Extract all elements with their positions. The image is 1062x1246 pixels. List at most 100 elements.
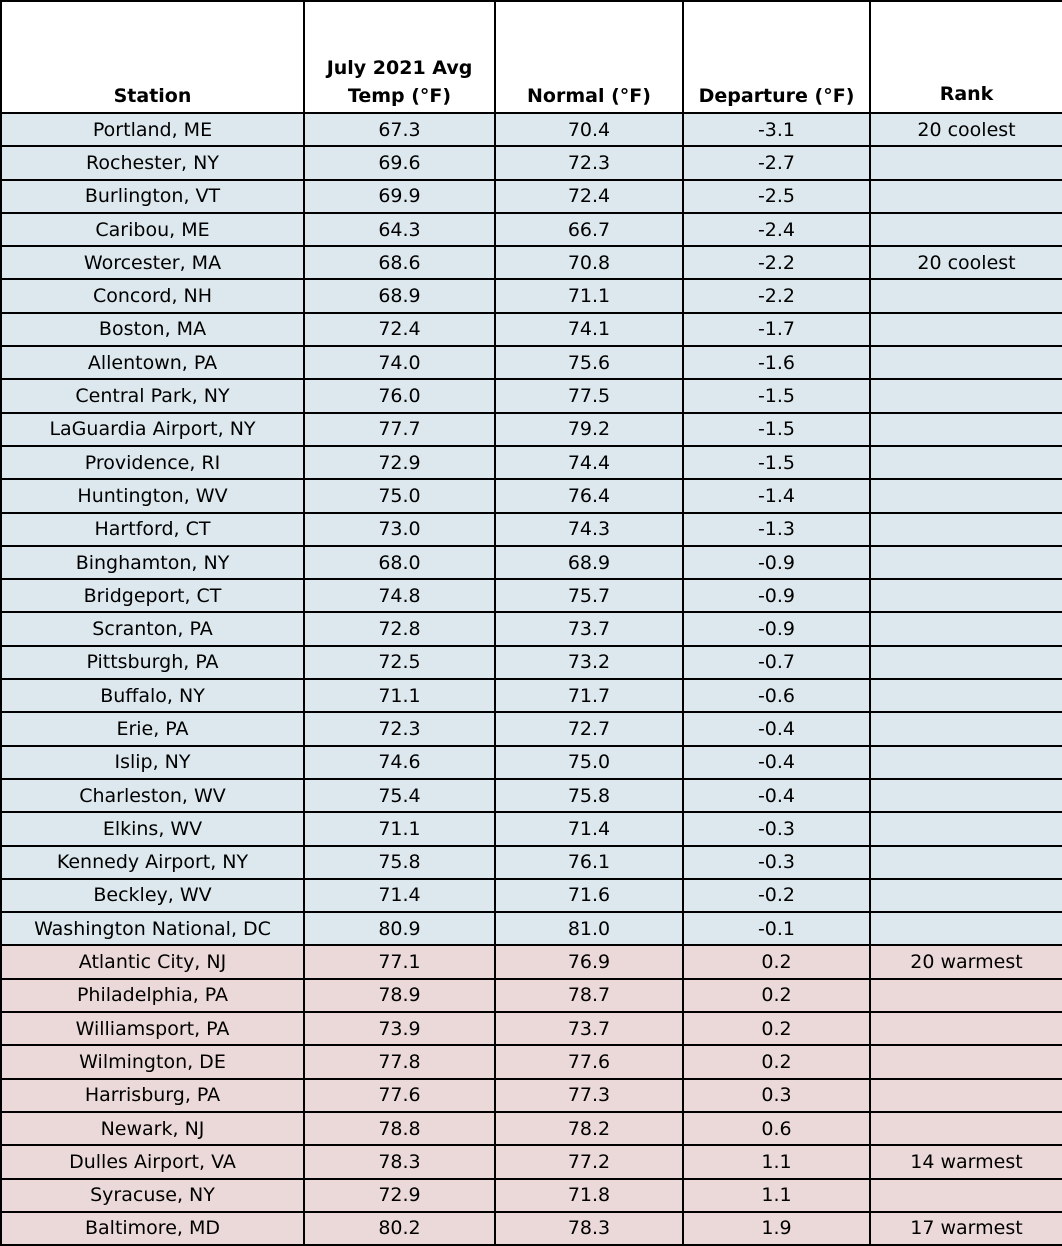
cell-departure: -0.1 — [682, 911, 871, 947]
cell-departure: 0.2 — [682, 1044, 871, 1080]
table-row: Hartford, CT 73.0 74.3 -1.3 — [0, 511, 1062, 547]
cell-departure: -0.9 — [682, 544, 871, 581]
cell-departure: -0.4 — [682, 777, 871, 814]
cell-avg: 71.1 — [303, 811, 496, 847]
cell-normal: 76.9 — [494, 944, 684, 980]
table-row: Bridgeport, CT 74.8 75.7 -0.9 — [0, 578, 1062, 614]
cell-normal: 71.8 — [494, 1177, 684, 1213]
cell-rank — [869, 578, 1062, 614]
cell-normal: 78.2 — [494, 1110, 684, 1147]
cell-rank — [869, 178, 1062, 214]
table-row: Kennedy Airport, NY 75.8 76.1 -0.3 — [0, 844, 1062, 880]
table-row: Concord, NH 68.9 71.1 -2.2 — [0, 278, 1062, 314]
table-row: Huntington, WV 75.0 76.4 -1.4 — [0, 478, 1062, 514]
cell-normal: 75.6 — [494, 345, 684, 381]
cell-departure: -0.4 — [682, 711, 871, 747]
cell-normal: 79.2 — [494, 411, 684, 447]
cell-avg: 69.6 — [303, 145, 496, 181]
cell-normal: 75.8 — [494, 777, 684, 814]
cell-departure: 0.2 — [682, 944, 871, 980]
cell-station: Scranton, PA — [0, 611, 305, 647]
cell-rank — [869, 511, 1062, 547]
table-row: Harrisburg, PA 77.6 77.3 0.3 — [0, 1077, 1062, 1113]
cell-avg: 72.4 — [303, 311, 496, 348]
cell-avg: 75.8 — [303, 844, 496, 880]
cell-rank — [869, 145, 1062, 181]
cell-normal: 81.0 — [494, 911, 684, 947]
cell-normal: 72.7 — [494, 711, 684, 747]
cell-station: Huntington, WV — [0, 478, 305, 514]
cell-departure: -1.5 — [682, 444, 871, 481]
cell-departure: 0.2 — [682, 977, 871, 1014]
cell-normal: 78.7 — [494, 977, 684, 1014]
cell-normal: 71.1 — [494, 278, 684, 314]
cell-normal: 74.4 — [494, 444, 684, 481]
cell-departure: -2.5 — [682, 178, 871, 214]
cell-normal: 66.7 — [494, 211, 684, 248]
cell-avg: 72.8 — [303, 611, 496, 647]
cell-avg: 68.0 — [303, 544, 496, 581]
table-row: Syracuse, NY 72.9 71.8 1.1 — [0, 1177, 1062, 1213]
table-row: Washington National, DC 80.9 81.0 -0.1 — [0, 911, 1062, 947]
table-row: Dulles Airport, VA 78.3 77.2 1.1 14 warmest — [0, 1144, 1062, 1180]
cell-station: Central Park, NY — [0, 378, 305, 414]
cell-normal: 75.0 — [494, 744, 684, 780]
cell-rank — [869, 411, 1062, 447]
header-cell: July 2021 Avg Temp (°F) — [303, 0, 496, 114]
cell-station: Beckley, WV — [0, 877, 305, 914]
cell-departure: -0.3 — [682, 811, 871, 847]
table-row: Boston, MA 72.4 74.1 -1.7 — [0, 311, 1062, 348]
cell-rank — [869, 611, 1062, 647]
cell-avg: 71.1 — [303, 678, 496, 714]
cell-avg: 74.8 — [303, 578, 496, 614]
cell-departure: -1.5 — [682, 378, 871, 414]
table-row: Caribou, ME 64.3 66.7 -2.4 — [0, 211, 1062, 248]
cell-rank — [869, 211, 1062, 248]
cell-normal: 72.4 — [494, 178, 684, 214]
cell-departure: -2.7 — [682, 145, 871, 181]
cell-station: LaGuardia Airport, NY — [0, 411, 305, 447]
cell-normal: 68.9 — [494, 544, 684, 581]
cell-avg: 78.3 — [303, 1144, 496, 1180]
cell-avg: 75.4 — [303, 777, 496, 814]
cell-avg: 72.5 — [303, 644, 496, 681]
header-cell: Rank — [869, 0, 1062, 114]
cell-avg: 78.8 — [303, 1110, 496, 1147]
header-cell: Departure (°F) — [682, 0, 871, 114]
cell-avg: 74.6 — [303, 744, 496, 780]
cell-departure: -0.9 — [682, 578, 871, 614]
cell-rank — [869, 1077, 1062, 1113]
cell-station: Williamsport, PA — [0, 1011, 305, 1047]
cell-normal: 77.3 — [494, 1077, 684, 1113]
cell-avg: 73.0 — [303, 511, 496, 547]
table-row: Newark, NJ 78.8 78.2 0.6 — [0, 1110, 1062, 1147]
cell-avg: 64.3 — [303, 211, 496, 248]
cell-station: Buffalo, NY — [0, 678, 305, 714]
cell-avg: 72.9 — [303, 1177, 496, 1213]
cell-station: Concord, NH — [0, 278, 305, 314]
cell-station: Elkins, WV — [0, 811, 305, 847]
table-row: LaGuardia Airport, NY 77.7 79.2 -1.5 — [0, 411, 1062, 447]
cell-avg: 69.9 — [303, 178, 496, 214]
table-row: Allentown, PA 74.0 75.6 -1.6 — [0, 345, 1062, 381]
cell-departure: 1.1 — [682, 1144, 871, 1180]
cell-departure: 1.9 — [682, 1210, 871, 1246]
header-row: Station July 2021 Avg Temp (°F) Normal (… — [0, 0, 1062, 114]
cell-rank — [869, 678, 1062, 714]
cell-station: Portland, ME — [0, 111, 305, 148]
cell-rank — [869, 311, 1062, 348]
table-row: Worcester, MA 68.6 70.8 -2.2 20 coolest — [0, 245, 1062, 281]
cell-normal: 76.1 — [494, 844, 684, 880]
cell-normal: 71.4 — [494, 811, 684, 847]
cell-station: Newark, NJ — [0, 1110, 305, 1147]
cell-station: Harrisburg, PA — [0, 1077, 305, 1113]
cell-avg: 68.6 — [303, 245, 496, 281]
cell-station: Worcester, MA — [0, 245, 305, 281]
table-row: Erie, PA 72.3 72.7 -0.4 — [0, 711, 1062, 747]
cell-station: Pittsburgh, PA — [0, 644, 305, 681]
table-row: Philadelphia, PA 78.9 78.7 0.2 — [0, 977, 1062, 1014]
table-row: Pittsburgh, PA 72.5 73.2 -0.7 — [0, 644, 1062, 681]
cell-rank: 17 warmest — [869, 1210, 1062, 1246]
cell-normal: 74.1 — [494, 311, 684, 348]
